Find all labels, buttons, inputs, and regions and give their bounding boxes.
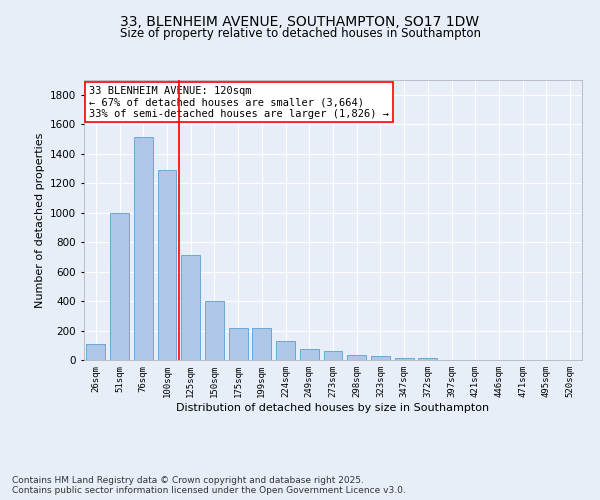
Text: 33, BLENHEIM AVENUE, SOUTHAMPTON, SO17 1DW: 33, BLENHEIM AVENUE, SOUTHAMPTON, SO17 1…: [121, 15, 479, 29]
Bar: [110, 212, 129, 360]
Bar: [300, 349, 319, 360]
Bar: [181, 256, 200, 360]
Bar: [276, 341, 295, 360]
X-axis label: Distribution of detached houses by size in Southampton: Distribution of detached houses by size …: [176, 402, 490, 412]
Text: 33 BLENHEIM AVENUE: 120sqm
← 67% of detached houses are smaller (3,664)
33% of s: 33 BLENHEIM AVENUE: 120sqm ← 67% of deta…: [89, 86, 389, 119]
Text: Contains HM Land Registry data © Crown copyright and database right 2025.
Contai: Contains HM Land Registry data © Crown c…: [12, 476, 406, 495]
Bar: [347, 355, 366, 360]
Bar: [371, 356, 390, 360]
Bar: [158, 170, 176, 360]
Bar: [205, 301, 224, 360]
Bar: [253, 328, 271, 360]
Y-axis label: Number of detached properties: Number of detached properties: [35, 132, 44, 308]
Bar: [86, 344, 106, 360]
Bar: [395, 358, 413, 360]
Bar: [134, 138, 153, 360]
Bar: [418, 358, 437, 360]
Bar: [229, 328, 248, 360]
Text: Size of property relative to detached houses in Southampton: Size of property relative to detached ho…: [119, 28, 481, 40]
Bar: [323, 351, 343, 360]
